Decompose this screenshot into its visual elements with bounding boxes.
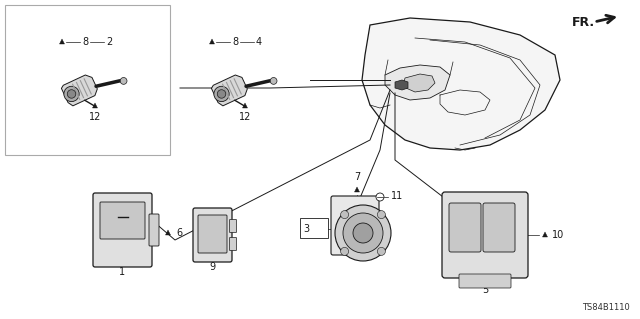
FancyBboxPatch shape xyxy=(331,196,379,255)
Circle shape xyxy=(340,248,349,256)
Circle shape xyxy=(64,86,79,101)
Circle shape xyxy=(120,78,127,84)
Text: 8: 8 xyxy=(82,37,88,47)
Text: 7: 7 xyxy=(354,172,360,182)
Polygon shape xyxy=(404,74,435,92)
Text: 2: 2 xyxy=(106,37,112,47)
Circle shape xyxy=(217,90,226,98)
Polygon shape xyxy=(211,75,247,106)
Circle shape xyxy=(270,78,277,84)
Text: 12: 12 xyxy=(89,112,101,122)
FancyBboxPatch shape xyxy=(230,219,237,233)
Text: 3: 3 xyxy=(303,224,309,234)
Bar xyxy=(300,218,328,238)
Text: FR.: FR. xyxy=(572,16,595,28)
Text: TS84B1110: TS84B1110 xyxy=(582,303,630,312)
Text: 10: 10 xyxy=(552,230,564,240)
Bar xyxy=(5,5,170,155)
Circle shape xyxy=(335,205,391,261)
Text: 9: 9 xyxy=(209,262,216,272)
FancyBboxPatch shape xyxy=(93,193,152,267)
Circle shape xyxy=(214,86,229,101)
Circle shape xyxy=(353,223,373,243)
Text: 8: 8 xyxy=(232,37,238,47)
Polygon shape xyxy=(355,187,360,192)
FancyBboxPatch shape xyxy=(483,203,515,252)
Text: 1: 1 xyxy=(120,267,125,277)
Circle shape xyxy=(376,193,384,201)
FancyBboxPatch shape xyxy=(100,202,145,239)
Circle shape xyxy=(343,213,383,253)
Polygon shape xyxy=(243,103,248,108)
FancyBboxPatch shape xyxy=(198,215,227,253)
Polygon shape xyxy=(209,39,214,44)
Polygon shape xyxy=(60,39,65,44)
FancyBboxPatch shape xyxy=(449,203,481,252)
Text: 5: 5 xyxy=(482,285,488,295)
Circle shape xyxy=(340,211,349,219)
Circle shape xyxy=(378,248,385,256)
Circle shape xyxy=(67,90,76,98)
FancyBboxPatch shape xyxy=(442,192,528,278)
FancyBboxPatch shape xyxy=(459,274,511,288)
FancyBboxPatch shape xyxy=(230,238,237,250)
Polygon shape xyxy=(543,232,547,237)
Text: 6: 6 xyxy=(176,228,182,238)
FancyBboxPatch shape xyxy=(193,208,232,262)
Polygon shape xyxy=(93,103,97,108)
Text: 12: 12 xyxy=(239,112,251,122)
Polygon shape xyxy=(362,18,560,150)
Text: 11: 11 xyxy=(391,191,403,201)
FancyBboxPatch shape xyxy=(149,214,159,246)
Circle shape xyxy=(378,211,385,219)
Polygon shape xyxy=(61,75,97,106)
Polygon shape xyxy=(385,65,450,100)
FancyArrowPatch shape xyxy=(596,15,614,23)
Polygon shape xyxy=(395,80,408,90)
Polygon shape xyxy=(166,230,170,235)
Text: 4: 4 xyxy=(256,37,262,47)
